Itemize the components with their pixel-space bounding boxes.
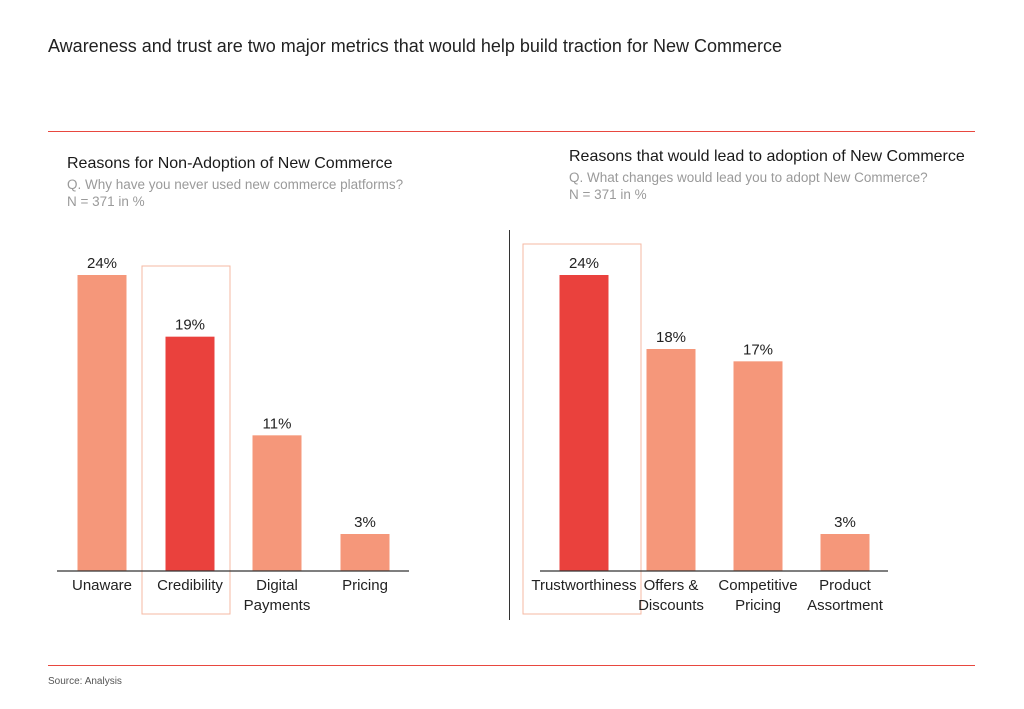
left-category-label-1: Credibility [157, 577, 223, 594]
right-bar-1 [646, 349, 696, 571]
left-category-label-2-line2: Payments [244, 597, 311, 614]
non-adoption-bar-chart: 24% Unaware 19% Credibility 11% Digital Paymen… [57, 255, 409, 615]
right-category-label-2: Competitive [718, 577, 797, 594]
right-category-label-2-line2: Pricing [735, 597, 781, 614]
right-value-label-3: 3% [834, 514, 856, 531]
left-category-label-3: Pricing [342, 577, 388, 594]
left-highlight-box [141, 265, 231, 615]
right-value-label-2: 17% [743, 341, 773, 358]
right-bar-0 [559, 275, 609, 571]
left-chart-title: Reasons for Non-Adoption of New Commerce [67, 155, 393, 172]
left-bar-0 [77, 275, 127, 571]
left-category-label-2: Digital [256, 577, 298, 594]
left-chart-question: Q. Why have you never used new commerce … [67, 177, 404, 192]
source-note: Source: Analysis [48, 676, 122, 687]
right-category-label-1-line2: Discounts [638, 597, 704, 614]
top-rule [48, 131, 975, 132]
right-chart-base: N = 371 in % [569, 187, 647, 202]
left-chart-base: N = 371 in % [67, 194, 145, 209]
right-category-label-3: Product [819, 577, 872, 594]
left-value-label-0: 24% [87, 255, 117, 272]
chart-divider [509, 230, 510, 620]
right-category-label-1: Offers & [644, 577, 699, 594]
right-bar-2 [733, 361, 783, 571]
left-bar-2 [252, 435, 302, 571]
left-bar-3 [340, 534, 390, 571]
right-value-label-1: 18% [656, 329, 686, 346]
right-category-label-0: Trustworthiness [531, 577, 636, 594]
adoption-bar-chart: 24% Trustworthiness 18% Offers & Discounts 17… [522, 243, 888, 615]
page-headline: Awareness and trust are two major metric… [48, 36, 782, 56]
left-value-label-1: 19% [175, 317, 205, 334]
left-value-label-2: 11% [263, 415, 292, 432]
right-chart-question: Q. What changes would lead you to adopt … [569, 170, 928, 185]
left-category-label-0: Unaware [72, 577, 132, 594]
left-value-label-3: 3% [354, 514, 376, 531]
left-bar-1 [165, 336, 215, 571]
right-bar-3 [820, 534, 870, 571]
bottom-rule [48, 665, 975, 666]
right-value-label-0: 24% [569, 255, 599, 272]
right-highlight-box [522, 243, 642, 615]
right-category-label-3-line2: Assortment [807, 597, 884, 614]
right-chart-title: Reasons that would lead to adoption of N… [569, 148, 965, 165]
